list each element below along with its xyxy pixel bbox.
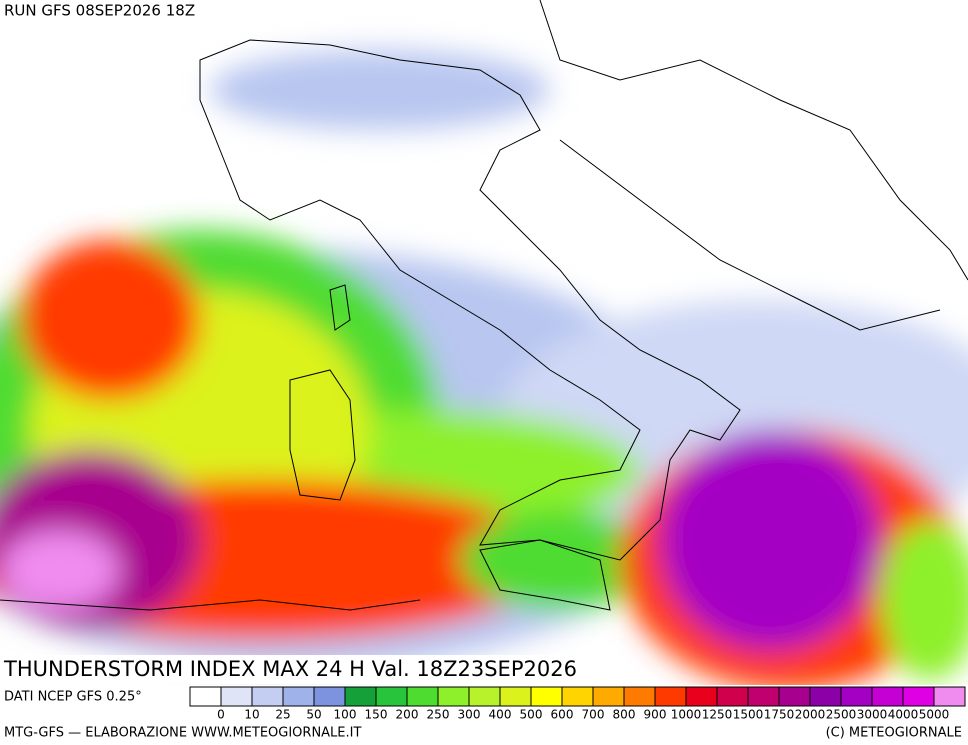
field-area — [0, 530, 120, 610]
footer-left: MTG-GFS — ELABORAZIONE WWW.METEOGIORNALE… — [4, 726, 361, 741]
coastline — [0, 599, 421, 611]
legend-swatch — [468, 686, 501, 707]
title-box — [0, 655, 572, 684]
legend-label: 600 — [551, 708, 574, 722]
legend-swatch — [251, 686, 284, 707]
legend-swatch — [282, 686, 315, 707]
legend-label: 400 — [489, 708, 512, 722]
field-area — [660, 430, 880, 650]
borders — [0, 0, 968, 611]
legend-label: 10 — [244, 708, 259, 722]
island — [479, 539, 611, 611]
legend-label: 5000 — [919, 708, 950, 722]
legend-swatch — [871, 686, 904, 707]
legend-label: 800 — [613, 708, 636, 722]
legend-label: 25 — [275, 708, 290, 722]
legend-swatch — [313, 686, 346, 707]
legend-label: 300 — [458, 708, 481, 722]
legend-label: 1250 — [702, 708, 733, 722]
legend-label: 500 — [520, 708, 543, 722]
legend-swatch — [623, 686, 656, 707]
legend-swatch — [747, 686, 780, 707]
legend-swatch — [933, 686, 966, 707]
legend-swatch — [592, 686, 625, 707]
legend-label: 0 — [217, 708, 225, 722]
field — [0, 50, 968, 690]
legend-label: 3000 — [857, 708, 888, 722]
legend-swatch — [344, 686, 377, 707]
map-title: THUNDERSTORM INDEX MAX 24 H Val. 18Z23SE… — [3, 657, 577, 681]
legend-label: 2500 — [826, 708, 857, 722]
legend-swatch — [685, 686, 718, 707]
legend-label: 100 — [334, 708, 357, 722]
source-label: DATI NCEP GFS 0.25° — [4, 690, 142, 705]
legend-swatch — [654, 686, 687, 707]
field-area — [460, 510, 660, 610]
field-area — [210, 50, 550, 130]
run-label: RUN GFS 08SEP2026 18Z — [4, 2, 195, 20]
legend-swatch — [809, 686, 842, 707]
legend-label: 700 — [582, 708, 605, 722]
legend-label: 1000 — [671, 708, 702, 722]
legend-swatch — [437, 686, 470, 707]
border — [559, 139, 941, 331]
border — [539, 0, 968, 281]
color-legend: 0 10 25 50 100 150 200 250 300 400 500 600 700 800 900… — [189, 686, 966, 722]
field-area — [20, 240, 200, 400]
island — [289, 369, 356, 501]
legend-swatch — [778, 686, 811, 707]
legend-swatch — [375, 686, 408, 707]
legend-label: 900 — [644, 708, 667, 722]
legend-swatch — [530, 686, 563, 707]
field-area — [880, 520, 968, 680]
legend-swatch — [561, 686, 594, 707]
legend-label: 4000 — [888, 708, 919, 722]
island — [329, 284, 351, 331]
legend-swatch — [220, 686, 253, 707]
legend-swatch — [840, 686, 873, 707]
legend-label: 1500 — [733, 708, 764, 722]
legend-label: 1750 — [764, 708, 795, 722]
legend-swatch — [189, 686, 222, 707]
legend-swatch — [406, 686, 439, 707]
legend-swatch — [716, 686, 749, 707]
legend-label: 2000 — [795, 708, 826, 722]
legend-label: 150 — [365, 708, 388, 722]
legend-label: 50 — [306, 708, 321, 722]
footer-right: (C) METEOGIORNALE — [826, 726, 962, 741]
legend-swatch — [902, 686, 935, 707]
coastline — [199, 39, 741, 561]
legend-swatch — [499, 686, 532, 707]
legend-label: 250 — [427, 708, 450, 722]
legend-label: 200 — [396, 708, 419, 722]
